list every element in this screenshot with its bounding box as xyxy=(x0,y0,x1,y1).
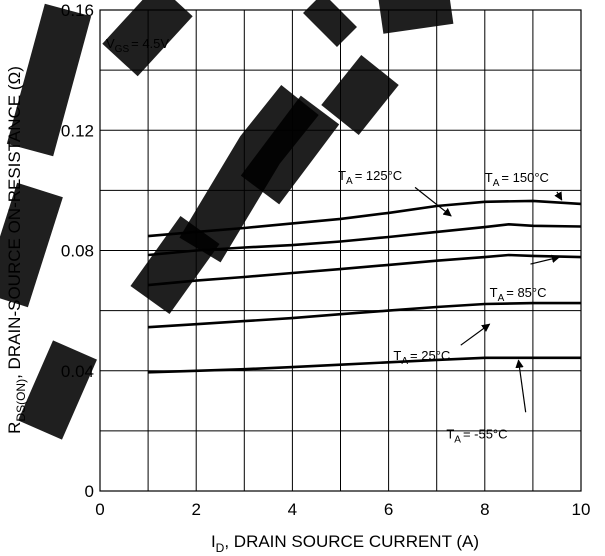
x-tick-label: 8 xyxy=(480,500,489,519)
series-annotations: TA = -55°C TA = 25°C TA = 85°C TA = 125°C TA = 15… xyxy=(338,168,563,445)
annotation-arrow xyxy=(414,186,452,217)
y-tick-label: 0.16 xyxy=(61,1,94,20)
y-axis-title: RDS(ON), DRAIN-SOURCE ON-RESISTANCE (Ω) xyxy=(5,66,28,434)
x-axis-title: ID, DRAIN SOURCE CURRENT (A) xyxy=(211,532,479,555)
x-tick-label: 2 xyxy=(191,500,200,519)
series-name-label: TA = 85°C xyxy=(490,285,547,304)
y-tick-label: 0.12 xyxy=(61,121,94,140)
annotation-arrow xyxy=(530,254,561,265)
y-tick-label: 0 xyxy=(85,482,94,501)
annotation-arrow xyxy=(515,359,527,413)
annotation-arrow xyxy=(460,323,491,346)
series-line xyxy=(148,356,581,374)
x-tick-label: 10 xyxy=(572,500,591,519)
x-tick-label: 6 xyxy=(384,500,393,519)
svg-text:VGS= 4.5V: VGS = 4.5V xyxy=(106,36,169,55)
series-name-label: TA = 125°C xyxy=(338,168,402,187)
series-line xyxy=(147,253,582,287)
y-tick-labels: 0 0.04 0.08 0.12 0.16 xyxy=(61,1,94,501)
condition-sub: GS xyxy=(115,44,130,55)
condition-prefix: V xyxy=(106,36,115,51)
annotation-arrow xyxy=(554,191,563,201)
y-tick-label: 0.04 xyxy=(61,362,94,381)
series-name-label: TA = 25°C xyxy=(393,348,450,367)
x-tick-label: 0 xyxy=(95,500,104,519)
y-tick-label: 0.08 xyxy=(61,242,94,261)
x-tick-labels: 0 2 4 6 8 10 xyxy=(95,500,590,519)
series-name-label: TA = 150°C xyxy=(485,170,549,189)
condition-label: VGS = 4.5V xyxy=(106,36,169,55)
plot-frame xyxy=(99,9,582,492)
watermark xyxy=(0,0,454,440)
series-line xyxy=(148,301,581,329)
condition-suffix: = 4.5V xyxy=(131,36,169,51)
x-tick-label: 4 xyxy=(288,500,297,519)
series-name-label: TA = -55°C xyxy=(446,426,507,445)
